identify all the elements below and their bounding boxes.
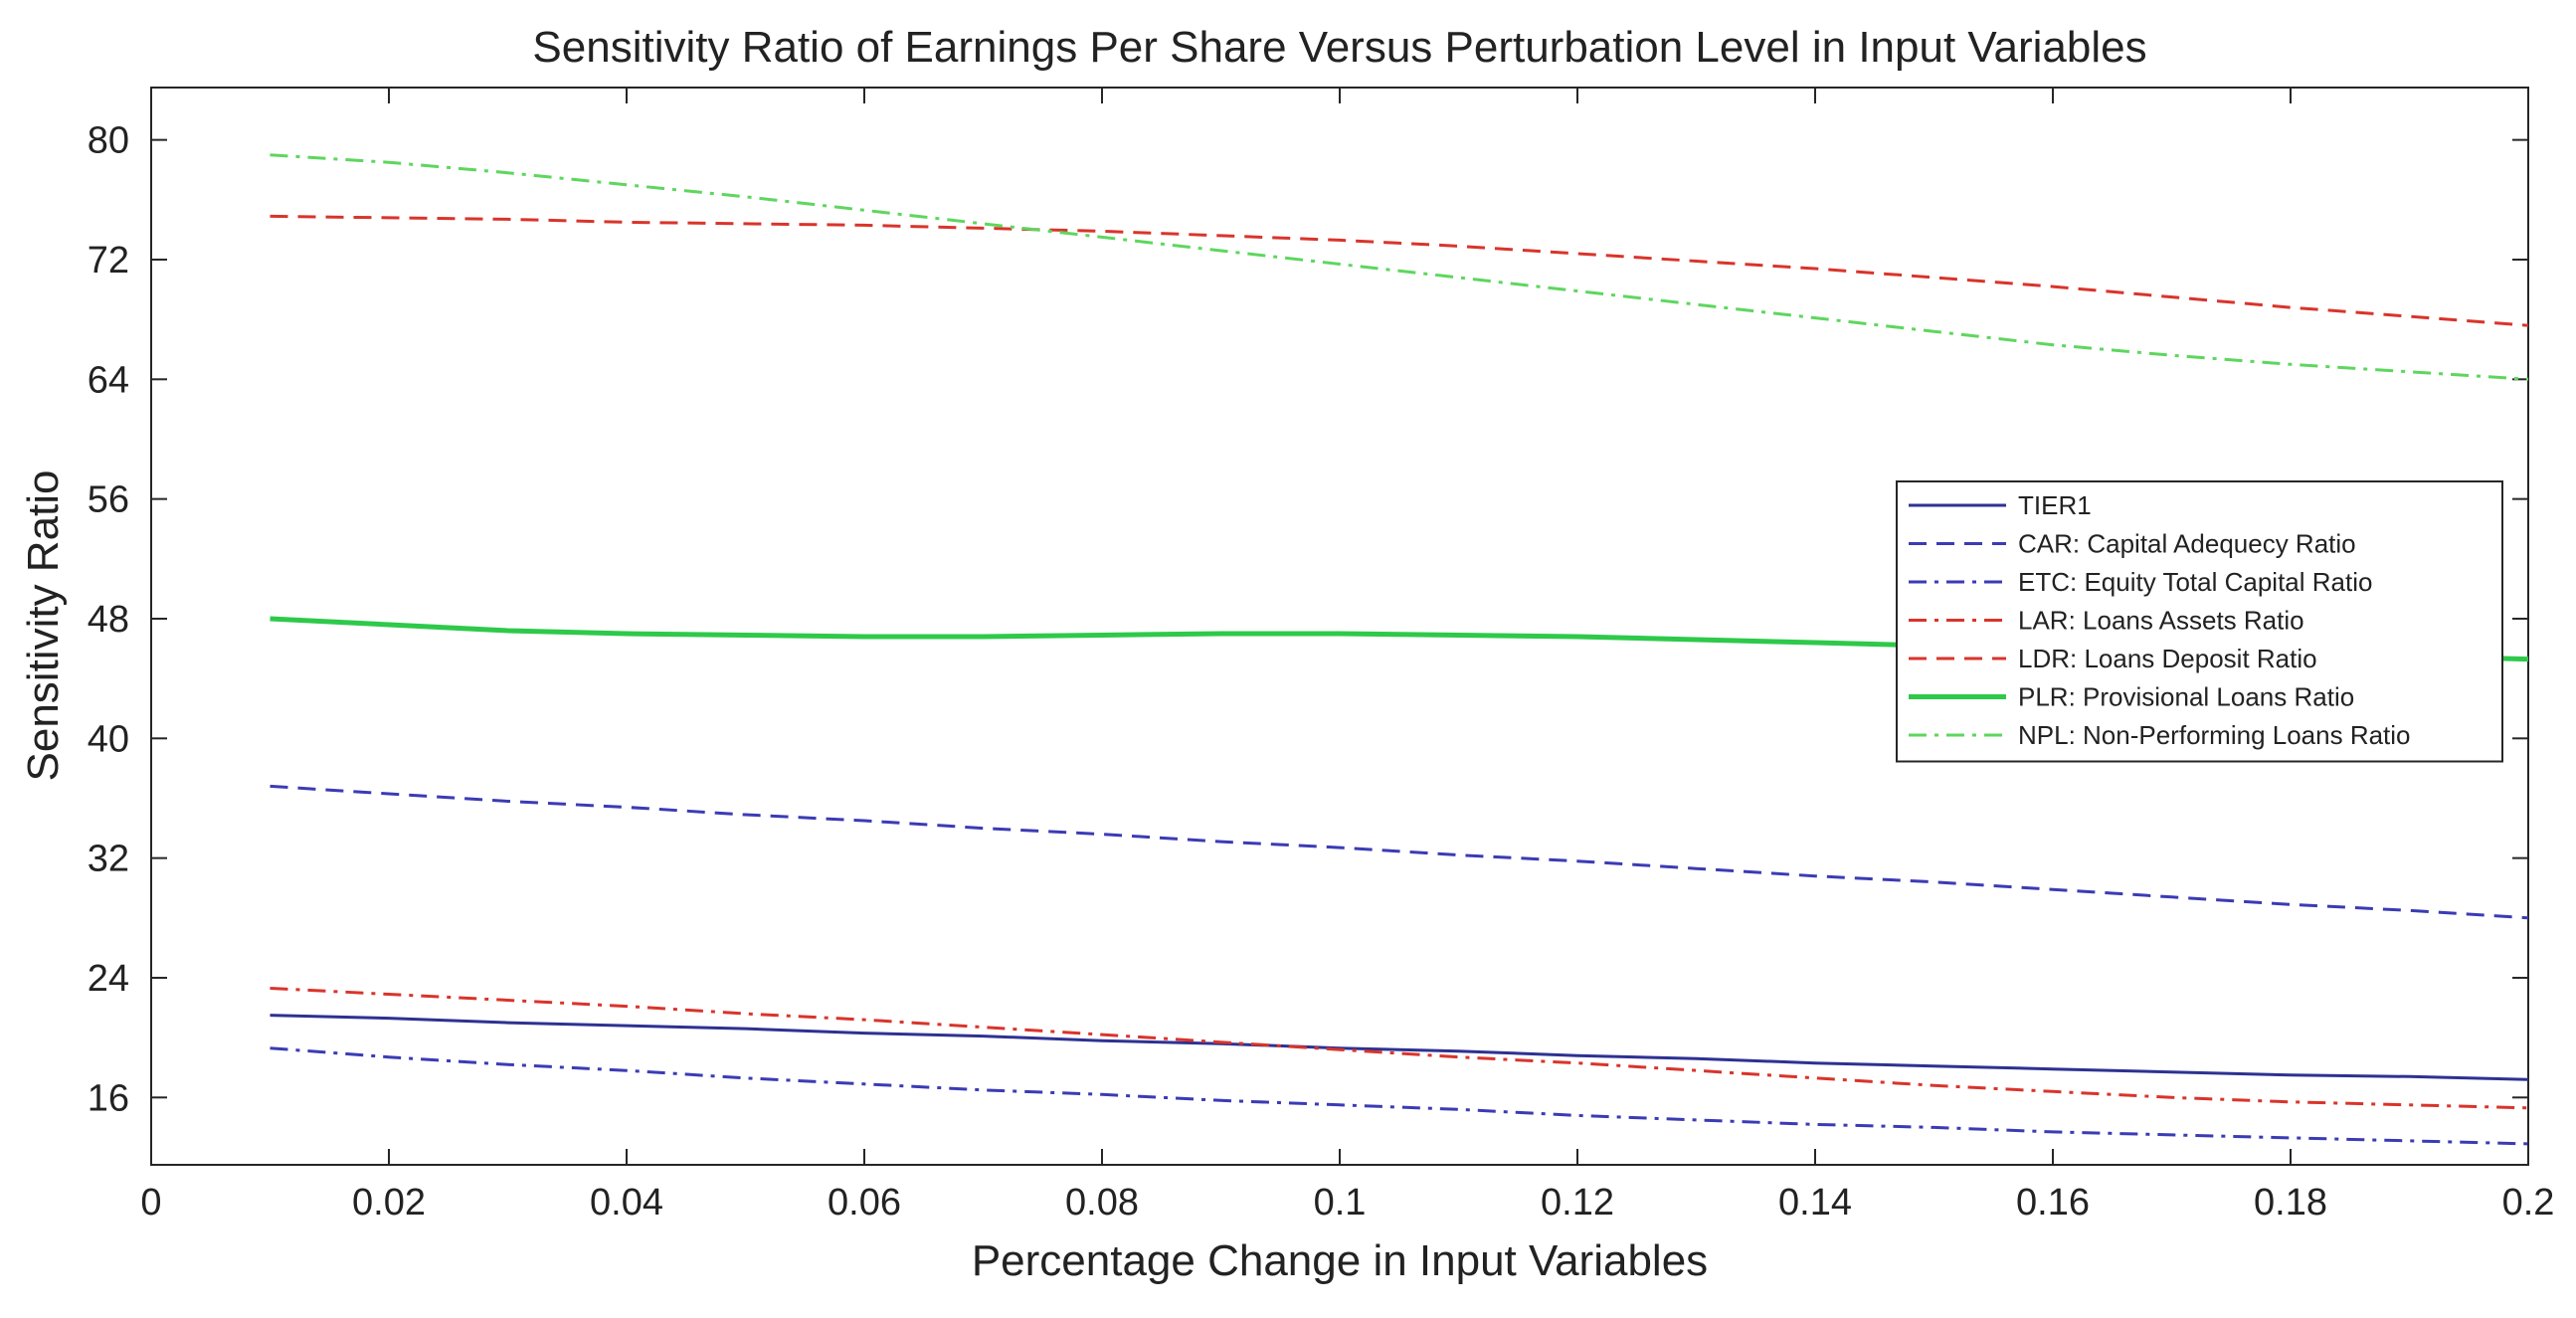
x-tick-label: 0.16 [2016,1182,2090,1224]
y-axis-label: Sensitivity Ratio [19,470,68,781]
legend-label: LDR: Loans Deposit Ratio [2018,644,2317,673]
y-tick-label: 48 [88,599,129,641]
legend-label: ETC: Equity Total Capital Ratio [2018,567,2372,597]
series-line-7 [270,153,2529,381]
x-tick-label: 0.12 [1541,1182,1614,1224]
series-line-5 [270,214,2529,327]
y-axis: 16 24 32 40 48 56 64 72 80 [88,120,2528,1119]
chart-title: Sensitivity Ratio of Earnings Per Share … [532,23,2146,72]
x-tick-label: 0.18 [2254,1182,2327,1224]
x-tick-label: 0.02 [352,1182,426,1224]
y-tick-label: 56 [88,479,129,521]
x-tick-label: 0 [140,1182,161,1224]
x-tick-label: 0.06 [828,1182,901,1224]
legend-label: LAR: Loans Assets Ratio [2018,606,2304,636]
legend-label: TIER1 [2018,490,2092,520]
x-tick-label: 0.2 [2502,1182,2555,1224]
y-tick-label: 40 [88,718,129,760]
legend: TIER1 CAR: Capital Adequecy Ratio ETC: Equ… [1896,480,2503,763]
series-line-1 [270,1014,2529,1081]
x-tick-label: 0.14 [1778,1182,1852,1224]
x-axis: 0 0.02 0.04 0.06 0.08 0.1 0.12 0.14 0.16 0.18 0.2 [140,88,2554,1224]
y-tick-label: 80 [88,120,129,162]
x-tick-label: 0.1 [1314,1182,1367,1224]
y-tick-label: 24 [88,958,129,1000]
y-tick-label: 64 [88,359,129,401]
y-tick-label: 72 [88,240,129,282]
legend-label: PLR: Provisional Loans Ratio [2018,682,2354,712]
series-line-2 [270,784,2529,920]
y-tick-label: 32 [88,839,129,880]
legend-label: NPL: Non-Performing Loans Ratio [2018,720,2411,750]
y-tick-label: 16 [88,1077,129,1119]
legend-label: CAR: Capital Adequecy Ratio [2018,529,2356,559]
x-tick-label: 0.04 [590,1182,663,1224]
x-tick-label: 0.08 [1065,1182,1139,1224]
x-axis-label: Percentage Change in Input Variables [972,1236,1708,1285]
